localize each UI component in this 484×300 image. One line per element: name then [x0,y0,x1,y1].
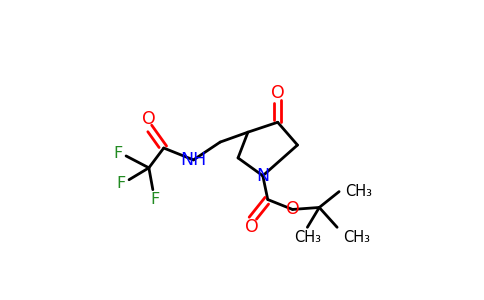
Text: CH₃: CH₃ [294,230,321,245]
Text: CH₃: CH₃ [343,230,370,245]
Text: O: O [271,83,285,101]
Text: F: F [114,146,123,161]
Text: O: O [245,218,259,236]
Text: N: N [256,167,270,185]
Text: F: F [117,176,126,191]
Text: O: O [286,200,300,218]
Text: O: O [142,110,156,128]
Text: NH: NH [181,151,207,169]
Text: F: F [150,192,159,207]
Text: CH₃: CH₃ [345,184,372,199]
